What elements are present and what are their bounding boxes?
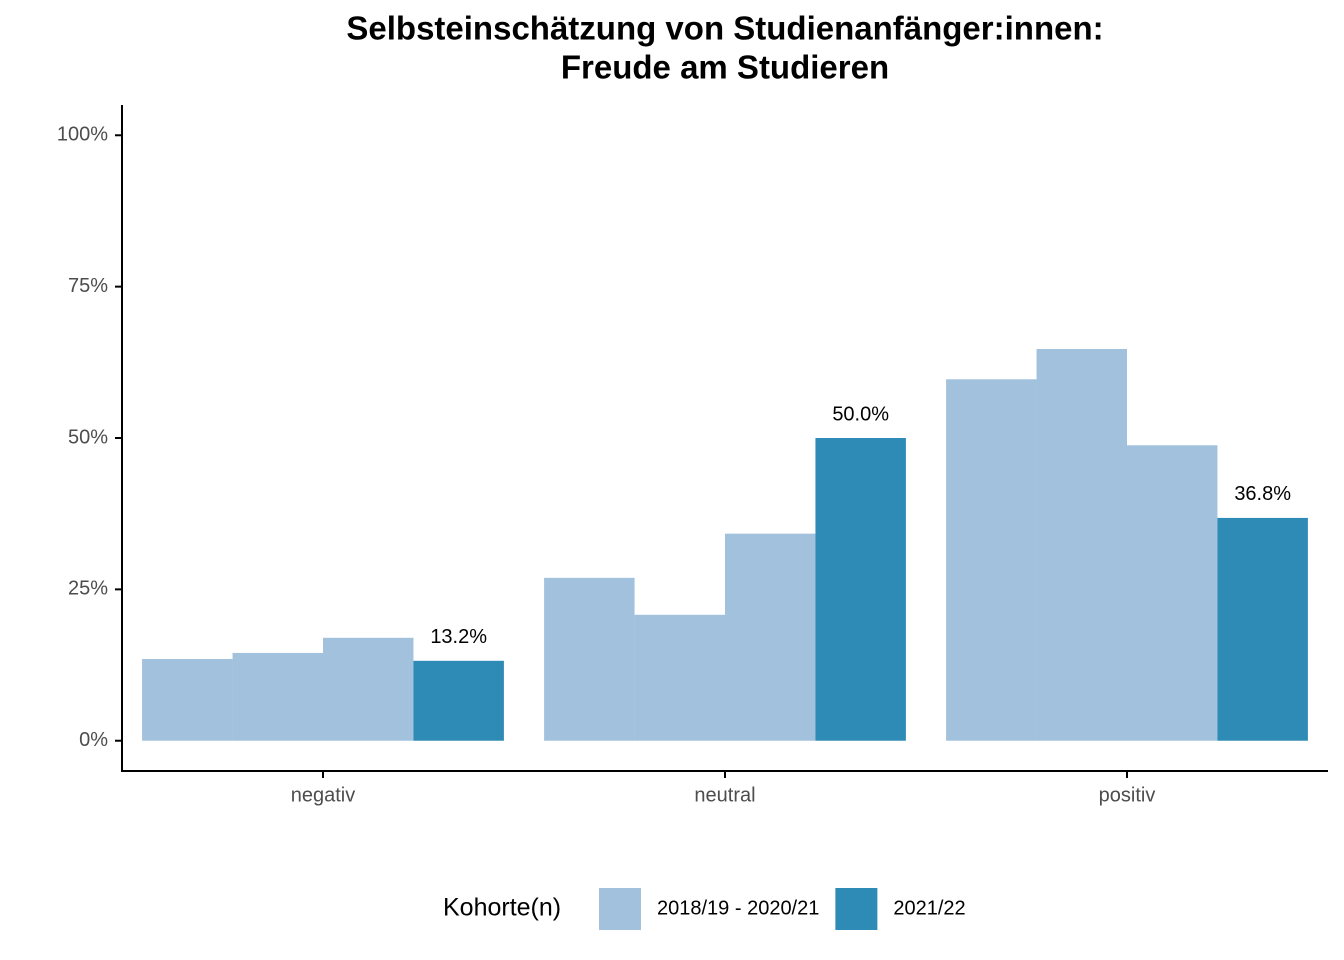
bar — [1036, 348, 1127, 741]
y-tick-label: 50% — [68, 426, 108, 448]
data-label: 50.0% — [832, 403, 889, 425]
y-tick-label: 75% — [68, 275, 108, 297]
bar — [1217, 517, 1308, 741]
chart-title: Freude am Studieren — [561, 49, 889, 86]
legend-swatch — [835, 888, 878, 930]
chart-title: Selbsteinschätzung von Studienanfänger:i… — [346, 10, 1103, 47]
legend-label: 2021/22 — [893, 897, 965, 919]
legend-swatch — [599, 888, 641, 930]
legend-label: 2018/19 - 2020/21 — [657, 897, 819, 919]
bar — [142, 658, 233, 741]
bar — [413, 660, 504, 741]
y-tick-label: 100% — [57, 124, 108, 146]
x-tick-label: negativ — [291, 784, 356, 806]
bar — [323, 637, 414, 741]
bar — [232, 652, 323, 741]
bar — [544, 577, 635, 741]
legend-title: Kohorte(n) — [443, 894, 561, 922]
bar — [634, 614, 725, 741]
data-label: 13.2% — [430, 626, 487, 648]
y-tick-label: 25% — [68, 578, 108, 600]
y-tick-label: 0% — [79, 729, 108, 751]
bar — [815, 438, 906, 741]
bar — [1127, 445, 1218, 741]
x-tick-label: positiv — [1099, 784, 1156, 806]
bar — [946, 379, 1037, 741]
x-tick-label: neutral — [694, 784, 755, 806]
bar — [725, 533, 816, 741]
data-label: 36.8% — [1234, 483, 1291, 505]
